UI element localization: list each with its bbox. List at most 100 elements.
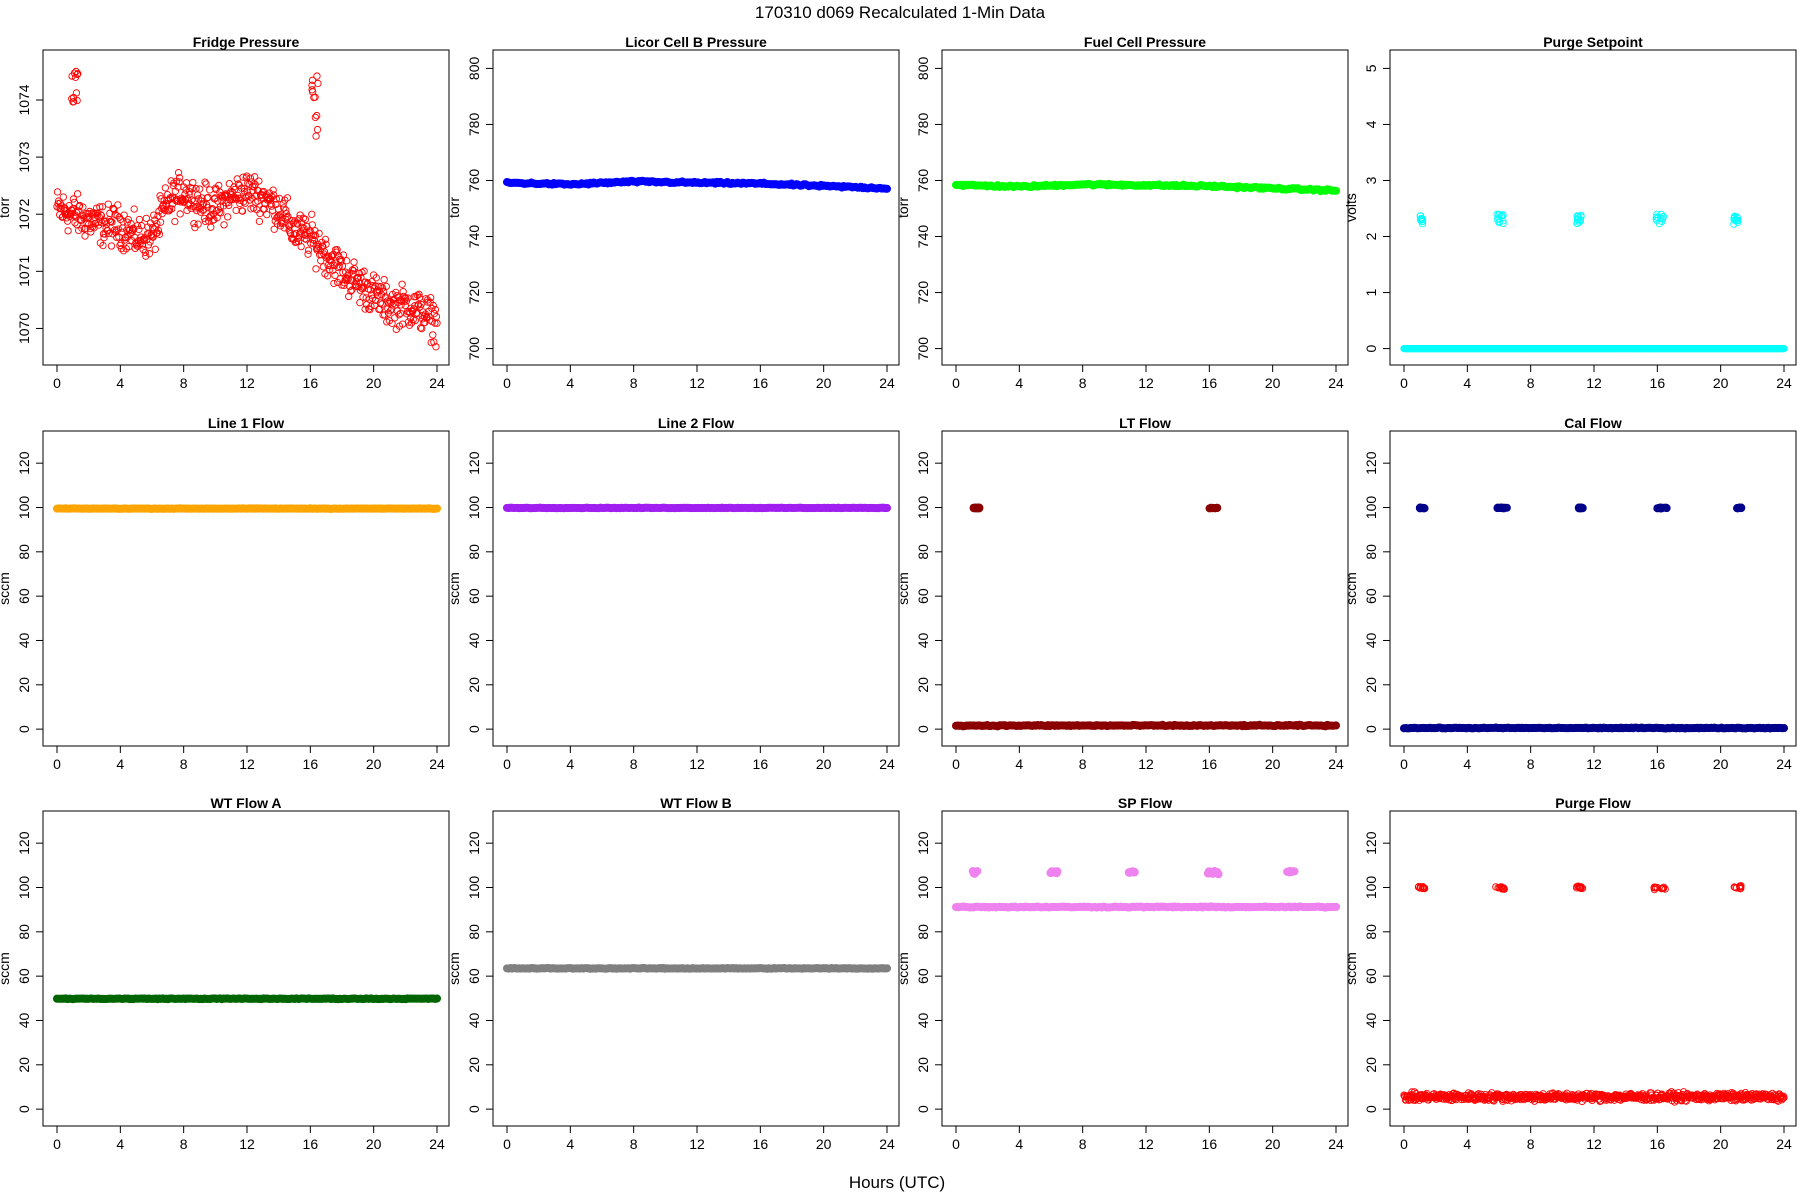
data-point bbox=[1779, 724, 1789, 733]
data-point bbox=[202, 180, 210, 188]
y-tick-label: 1073 bbox=[16, 141, 32, 172]
data-point bbox=[1408, 1088, 1416, 1096]
x-tick-label: 4 bbox=[566, 756, 574, 772]
data-point bbox=[1733, 504, 1742, 513]
y-tick-label: 120 bbox=[466, 831, 482, 855]
data-point bbox=[154, 226, 163, 235]
y-tick-label: 80 bbox=[915, 544, 931, 560]
x-tick-label: 8 bbox=[1527, 756, 1535, 772]
panel-title: Cal Flow bbox=[1564, 415, 1622, 431]
y-axis-label: sccm bbox=[895, 572, 911, 605]
data-point bbox=[414, 300, 422, 309]
data-point bbox=[214, 197, 222, 205]
y-tick-label: 0 bbox=[915, 1105, 931, 1113]
x-tick-label: 16 bbox=[303, 375, 319, 391]
y-tick-label: 20 bbox=[915, 677, 931, 693]
data-point bbox=[1651, 883, 1660, 891]
x-tick-label: 16 bbox=[1650, 1136, 1666, 1152]
y-tick-label: 60 bbox=[1363, 588, 1379, 604]
data-point bbox=[267, 202, 276, 210]
x-tick-label: 0 bbox=[53, 1136, 61, 1152]
y-tick-label: 100 bbox=[16, 496, 32, 520]
data-point bbox=[1420, 504, 1429, 513]
y-tick-label: 0 bbox=[466, 1105, 482, 1113]
y-tick-label: 80 bbox=[466, 544, 482, 560]
y-tick-label: 80 bbox=[1363, 924, 1379, 940]
y-tick-label: 700 bbox=[915, 337, 931, 361]
data-point bbox=[971, 867, 980, 877]
data-point bbox=[155, 230, 164, 238]
data-point bbox=[313, 72, 321, 80]
data-point bbox=[70, 198, 79, 207]
data-point bbox=[429, 301, 437, 310]
x-tick-label: 20 bbox=[366, 1136, 382, 1152]
y-tick-label: 0 bbox=[1363, 344, 1379, 352]
data-point bbox=[97, 211, 106, 220]
y-tick-label: 100 bbox=[16, 876, 32, 900]
data-point bbox=[225, 179, 233, 188]
data-point bbox=[161, 184, 169, 192]
data-point bbox=[274, 212, 282, 221]
data-point bbox=[130, 205, 138, 213]
y-axis-label: torr bbox=[895, 197, 911, 218]
x-tick-label: 0 bbox=[952, 756, 960, 772]
data-point bbox=[319, 263, 328, 271]
y-tick-label: 100 bbox=[466, 496, 482, 520]
figure-xlabel: Hours (UTC) bbox=[849, 1173, 945, 1192]
data-point bbox=[286, 230, 295, 238]
data-point bbox=[1128, 868, 1137, 877]
panel-title: Line 1 Flow bbox=[208, 415, 284, 431]
data-point bbox=[252, 198, 260, 207]
y-tick-label: 5 bbox=[1363, 64, 1379, 72]
data-point bbox=[207, 223, 215, 231]
x-tick-label: 8 bbox=[630, 756, 638, 772]
plot-frame bbox=[1389, 49, 1797, 366]
x-tick-label: 16 bbox=[303, 756, 319, 772]
data-point bbox=[882, 184, 892, 193]
data-point bbox=[399, 288, 407, 296]
data-point bbox=[323, 272, 332, 280]
x-tick-label: 0 bbox=[952, 1136, 960, 1152]
data-point bbox=[96, 203, 104, 211]
x-tick-label: 12 bbox=[689, 1136, 705, 1152]
data-point bbox=[268, 193, 276, 201]
data-point bbox=[371, 282, 379, 290]
x-tick-label: 12 bbox=[1586, 375, 1602, 391]
data-point bbox=[270, 191, 278, 199]
x-tick-label: 8 bbox=[1527, 1136, 1535, 1152]
x-tick-label: 16 bbox=[1202, 756, 1218, 772]
y-tick-label: 120 bbox=[915, 831, 931, 855]
data-point bbox=[312, 132, 320, 140]
x-tick-label: 24 bbox=[429, 756, 445, 772]
plot-frame bbox=[1389, 430, 1797, 747]
data-point bbox=[104, 200, 112, 208]
data-point bbox=[279, 200, 287, 208]
data-point bbox=[382, 293, 390, 301]
data-point bbox=[53, 188, 62, 196]
data-point bbox=[141, 234, 149, 242]
data-point bbox=[114, 201, 122, 209]
x-tick-label: 20 bbox=[1265, 1136, 1281, 1152]
y-tick-label: 40 bbox=[915, 1012, 931, 1028]
y-tick-label: 60 bbox=[16, 588, 32, 604]
x-tick-label: 20 bbox=[1713, 375, 1729, 391]
data-point bbox=[882, 503, 892, 513]
data-point bbox=[107, 242, 116, 250]
x-tick-label: 20 bbox=[816, 1136, 832, 1152]
data-point bbox=[402, 294, 410, 302]
data-point bbox=[1573, 884, 1581, 892]
x-tick-label: 20 bbox=[1265, 375, 1281, 391]
y-tick-label: 760 bbox=[915, 169, 931, 193]
data-point bbox=[236, 199, 244, 208]
data-point bbox=[330, 279, 338, 288]
panel-title: Fridge Pressure bbox=[193, 34, 300, 50]
series-points bbox=[951, 503, 1341, 731]
data-point bbox=[414, 301, 423, 309]
y-tick-label: 740 bbox=[915, 225, 931, 249]
y-axis-label: sccm bbox=[0, 952, 12, 985]
y-tick-label: 120 bbox=[16, 451, 32, 475]
data-point bbox=[70, 69, 79, 77]
x-tick-label: 12 bbox=[1586, 756, 1602, 772]
